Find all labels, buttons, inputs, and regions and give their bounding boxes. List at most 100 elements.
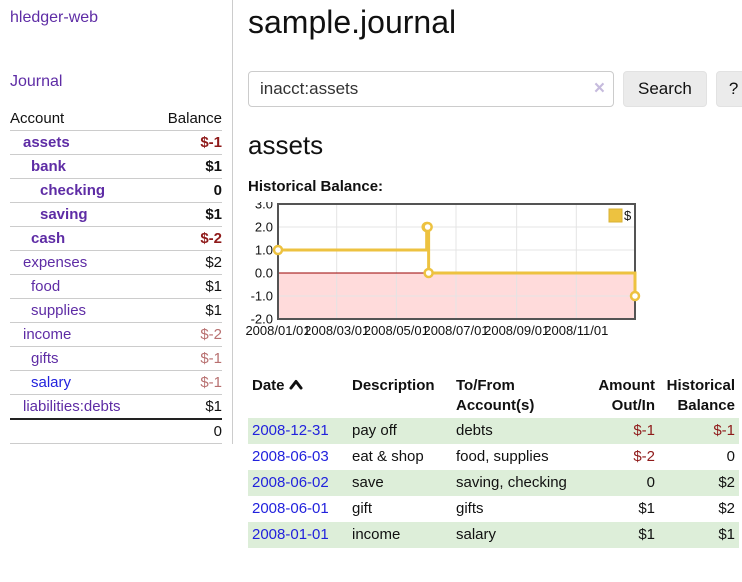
register-cell-description: save	[352, 474, 384, 491]
clear-search-icon[interactable]: ×	[593, 78, 605, 99]
register-cell-balance: $-1	[713, 422, 735, 439]
account-row: expenses $2	[10, 250, 222, 275]
y-axis-tick-label: 1.0	[255, 243, 273, 258]
x-axis-tick-label: 2008/11/01	[544, 323, 608, 338]
accounts-table: Account Balance assets $-1 bank $1 checking 0…	[10, 107, 222, 444]
register-cell-description: pay off	[352, 422, 397, 439]
account-link[interactable]: assets	[23, 134, 70, 151]
register-header-balance: Historical Balance	[666, 377, 735, 414]
transaction-date-link[interactable]: 2008-01-01	[252, 526, 329, 543]
register-cell-description: eat & shop	[352, 448, 424, 465]
register-table: Date Description To/From Account(s) Amou…	[248, 374, 739, 548]
account-link[interactable]: checking	[40, 182, 106, 199]
x-axis-tick-label: 2008/07/01	[423, 323, 488, 338]
account-balance: $-1	[152, 370, 222, 395]
search-bar: × Search ?	[248, 71, 742, 107]
search-field-wrap: ×	[248, 71, 614, 107]
y-axis-tick-label: -2.0	[251, 312, 273, 327]
app-layout: hledger-web Journal Account Balance asse…	[0, 0, 742, 548]
account-row: checking 0	[10, 178, 222, 203]
x-axis-tick-label: 2008/05/01	[364, 323, 429, 338]
register-cell-date: 2008-01-01	[248, 522, 348, 548]
account-link[interactable]: supplies	[31, 302, 87, 319]
x-axis-tick-label: 2008/01/01	[245, 323, 310, 338]
register-cell-accounts: gifts	[456, 500, 484, 517]
register-row: 2008-06-01 gift gifts $1 $2	[248, 496, 739, 522]
account-link[interactable]: cash	[31, 230, 66, 247]
account-row: food $1	[10, 274, 222, 299]
y-axis-tick-label: 0.0	[255, 266, 273, 281]
account-balance: $-1	[152, 130, 222, 155]
account-row: gifts $-1	[10, 346, 222, 371]
x-axis-tick-label: 2008/03/01	[304, 323, 369, 338]
accounts-total-row: 0	[10, 418, 222, 444]
account-balance: $-1	[152, 346, 222, 371]
account-balance: $1	[152, 202, 222, 227]
account-balance: $-2	[152, 322, 222, 347]
x-axis-tick-label: 2008/09/01	[484, 323, 549, 338]
register-cell-accounts: debts	[456, 422, 493, 439]
register-cell-amount: 0	[646, 474, 655, 491]
search-button[interactable]: Search	[623, 71, 707, 107]
sidebar-item-journal[interactable]: Journal	[10, 73, 63, 90]
legend-swatch	[608, 208, 623, 223]
account-row: saving $1	[10, 202, 222, 227]
account-row: assets $-1	[10, 130, 222, 155]
transaction-date-link[interactable]: 2008-06-01	[252, 500, 329, 517]
accounts-header-row: Account Balance	[10, 107, 222, 131]
register-header-accounts: To/From Account(s)	[456, 377, 535, 414]
register-cell-date: 2008-12-31	[248, 418, 348, 444]
transaction-date-link[interactable]: 2008-06-02	[252, 474, 329, 491]
accounts-header-account: Account	[10, 110, 65, 127]
account-link[interactable]: saving	[40, 206, 88, 223]
transaction-date-link[interactable]: 2008-12-31	[252, 422, 329, 439]
sidebar: hledger-web Journal Account Balance asse…	[0, 0, 233, 444]
account-link[interactable]: salary	[31, 374, 72, 391]
chart-label: Historical Balance:	[248, 178, 384, 195]
register-cell-date: 2008-06-01	[248, 496, 348, 522]
account-link[interactable]: food	[31, 278, 61, 295]
search-input[interactable]	[248, 71, 614, 107]
account-link[interactable]: bank	[31, 158, 67, 175]
register-row: 2008-06-02 save saving, checking 0 $2	[248, 470, 739, 496]
account-row: income $-2	[10, 322, 222, 347]
register-cell-accounts: saving, checking	[456, 474, 567, 491]
register-cell-date: 2008-06-03	[248, 444, 348, 470]
register-header-date-label: Date	[252, 377, 285, 394]
register-header-row: Date Description To/From Account(s) Amou…	[248, 374, 739, 418]
account-link[interactable]: liabilities:debts	[23, 398, 121, 415]
y-axis-tick-label: 2.0	[255, 220, 273, 235]
account-link[interactable]: expenses	[23, 254, 88, 271]
register-cell-description: gift	[352, 500, 373, 517]
register-cell-amount: $1	[638, 500, 655, 517]
balance-chart: $3.0 2.0 1.0 0.0 -1.0 -2.0 2008/01/01 2008/03/0…	[245, 197, 742, 347]
register-row: 2008-01-01 income salary $1 $1	[248, 522, 739, 548]
help-button[interactable]: ?	[715, 71, 742, 107]
account-balance: $1	[152, 298, 222, 323]
transaction-date-link[interactable]: 2008-06-03	[252, 448, 329, 465]
register-cell-amount: $-2	[633, 448, 655, 465]
account-balance: $-2	[152, 226, 222, 251]
account-row: cash $-2	[10, 226, 222, 251]
register-cell-description: income	[352, 526, 401, 543]
account-row: liabilities:debts $1	[10, 394, 222, 419]
account-link[interactable]: gifts	[31, 350, 59, 367]
account-link[interactable]: income	[23, 326, 72, 343]
legend-label: $	[624, 208, 632, 223]
y-axis-tick-label: 3.0	[255, 202, 273, 212]
brand-link[interactable]: hledger-web	[10, 9, 99, 26]
account-balance: $2	[152, 250, 222, 275]
register-cell-balance: $2	[718, 474, 735, 491]
register-header-description: Description	[352, 377, 435, 394]
data-point-marker	[272, 244, 284, 256]
accounts-total-value: 0	[10, 418, 222, 444]
account-heading: assets	[248, 130, 324, 160]
data-point-marker	[423, 267, 434, 279]
y-axis-tick-label: -1.0	[251, 289, 273, 304]
account-balance: $1	[152, 154, 222, 179]
accounts-header-balance: Balance	[167, 110, 222, 127]
register-header-date[interactable]: Date	[248, 374, 348, 418]
page-title: sample.journal	[248, 4, 457, 40]
register-cell-amount: $-1	[633, 422, 655, 439]
main-content: sample.journal × Search ? assets Histori…	[233, 0, 742, 548]
